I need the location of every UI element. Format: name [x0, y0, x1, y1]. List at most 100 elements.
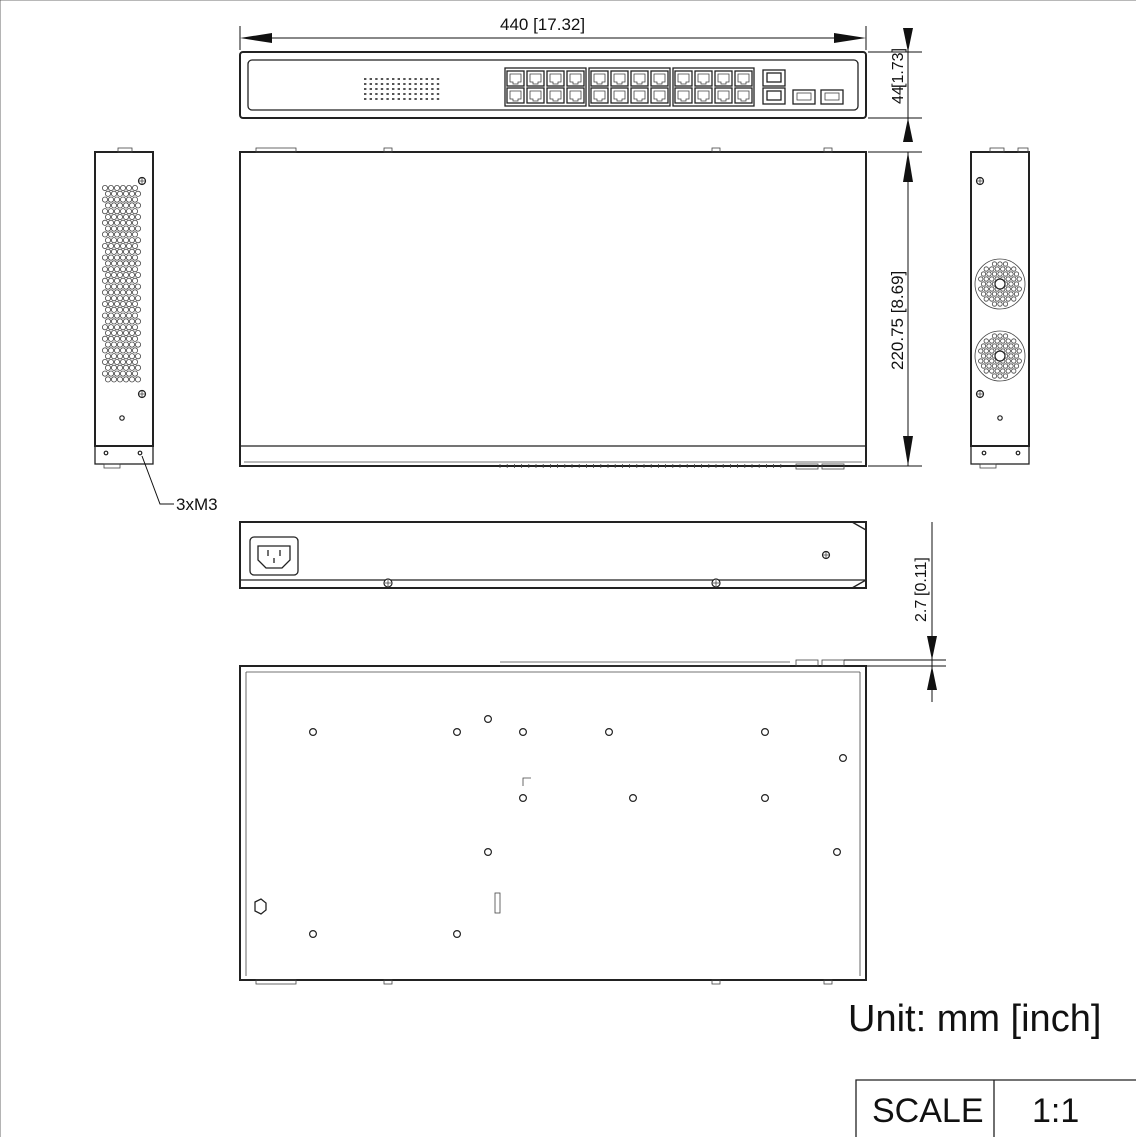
- fan-hole: [997, 291, 1003, 297]
- vent-dot: [403, 93, 406, 95]
- vent-hole: [108, 370, 115, 377]
- vent-hole: [128, 283, 135, 290]
- vent-hole: [108, 231, 115, 238]
- vent-hole: [117, 329, 124, 336]
- vent-hole: [108, 184, 115, 191]
- vent-hole: [111, 271, 118, 278]
- vent-dot: [375, 98, 378, 100]
- rj45-port: [630, 70, 649, 87]
- vent-hole: [123, 295, 130, 302]
- fan-hole: [991, 271, 998, 277]
- fan-hole: [1011, 368, 1017, 374]
- vent-hole: [120, 208, 127, 215]
- rj45-port: [526, 70, 545, 87]
- rj45-port: [734, 70, 753, 87]
- vent-dot: [380, 83, 384, 85]
- vent-dot: [425, 93, 428, 95]
- fan-hole: [997, 301, 1003, 307]
- vent-hole: [131, 254, 138, 261]
- vent-hole: [134, 318, 141, 325]
- right-screws: [975, 176, 1021, 456]
- vent-dot: [380, 98, 384, 100]
- vent-hole: [114, 347, 121, 354]
- fan-hole: [1013, 363, 1020, 369]
- rj45-jack: [633, 73, 646, 85]
- vent-hole: [131, 370, 138, 377]
- fan-hole: [1002, 343, 1009, 349]
- fan-hole: [986, 363, 992, 369]
- vent-hole: [123, 260, 130, 267]
- vent-hole: [102, 335, 109, 342]
- vent-hole: [111, 329, 118, 336]
- vent-hole: [134, 190, 141, 197]
- vent-hole: [114, 184, 121, 191]
- vent-hole: [105, 318, 112, 325]
- mount-hole: [484, 714, 493, 723]
- vent-dot: [397, 98, 400, 100]
- vent-dot: [364, 88, 367, 90]
- vent-dot: [392, 93, 395, 95]
- fan-hole: [1005, 296, 1011, 302]
- fan-hole: [983, 296, 989, 302]
- vent-hole: [117, 225, 124, 232]
- fan-hole: [986, 271, 992, 277]
- rj45-jack: [677, 90, 690, 102]
- vent-dot: [408, 88, 412, 90]
- vent-hole: [123, 237, 130, 244]
- vent-hole: [102, 300, 109, 307]
- rj45-jack: [653, 90, 666, 102]
- front-vent-grille: [364, 78, 440, 100]
- vent-hole: [114, 196, 121, 203]
- rj45-jack: [633, 90, 646, 102]
- vent-hole: [102, 324, 109, 331]
- vent-hole: [134, 237, 141, 244]
- vent-hole: [108, 219, 115, 226]
- vent-hole: [123, 283, 130, 290]
- vent-dot: [392, 83, 395, 85]
- scale-table-lines: [855, 1079, 1136, 1137]
- vent-dot: [420, 93, 423, 95]
- foot-inch-label: [0.11]: [913, 557, 930, 596]
- port-group: [672, 67, 755, 107]
- port-group: [504, 67, 587, 107]
- fan-hole: [1002, 271, 1009, 277]
- fan-hole: [1002, 333, 1009, 339]
- vent-hole: [131, 312, 138, 319]
- fan-hole: [983, 348, 989, 354]
- rear-screws: [383, 550, 831, 588]
- vent-dot: [414, 93, 417, 95]
- fan-hole: [1011, 266, 1017, 272]
- vent-hole: [105, 248, 112, 255]
- vent-hole: [108, 266, 115, 273]
- vent-hole: [114, 335, 121, 342]
- vent-hole: [128, 353, 135, 360]
- vent-hole: [117, 318, 124, 325]
- rj45-jack: [613, 90, 626, 102]
- rj45-port: [674, 87, 693, 104]
- vent-hole: [126, 300, 133, 307]
- depth-label: 220.75 [8.69]: [888, 271, 907, 370]
- vent-hole: [123, 248, 130, 255]
- vent-hole: [102, 242, 109, 249]
- unit-note: Unit: mm [inch]: [848, 998, 1101, 1040]
- vent-hole: [126, 289, 133, 296]
- fan-hole: [980, 271, 987, 277]
- vent-hole: [120, 231, 127, 238]
- mount-hole: [518, 793, 527, 802]
- vent-dot: [369, 88, 372, 90]
- fan-hole: [1013, 271, 1020, 277]
- vent-dot: [369, 83, 372, 85]
- fan-hole: [983, 368, 989, 374]
- rj45-port: [566, 70, 585, 87]
- vent-dot: [380, 88, 384, 90]
- vent-hole: [108, 289, 115, 296]
- fan-hole: [980, 281, 987, 287]
- vent-hole: [131, 324, 138, 331]
- fan-hole: [991, 301, 998, 307]
- vent-dot: [431, 78, 434, 80]
- rj45-jack: [569, 73, 582, 85]
- vent-dot: [386, 98, 389, 100]
- sfp-edge: [795, 463, 819, 470]
- rj45-jack: [569, 90, 582, 102]
